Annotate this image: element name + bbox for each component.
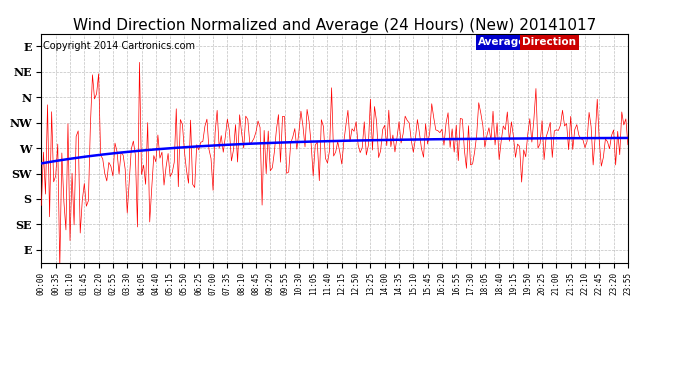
Text: Direction: Direction <box>522 37 576 47</box>
Text: Average: Average <box>478 37 526 47</box>
Text: Copyright 2014 Cartronics.com: Copyright 2014 Cartronics.com <box>43 40 195 51</box>
Title: Wind Direction Normalized and Average (24 Hours) (New) 20141017: Wind Direction Normalized and Average (2… <box>73 18 596 33</box>
